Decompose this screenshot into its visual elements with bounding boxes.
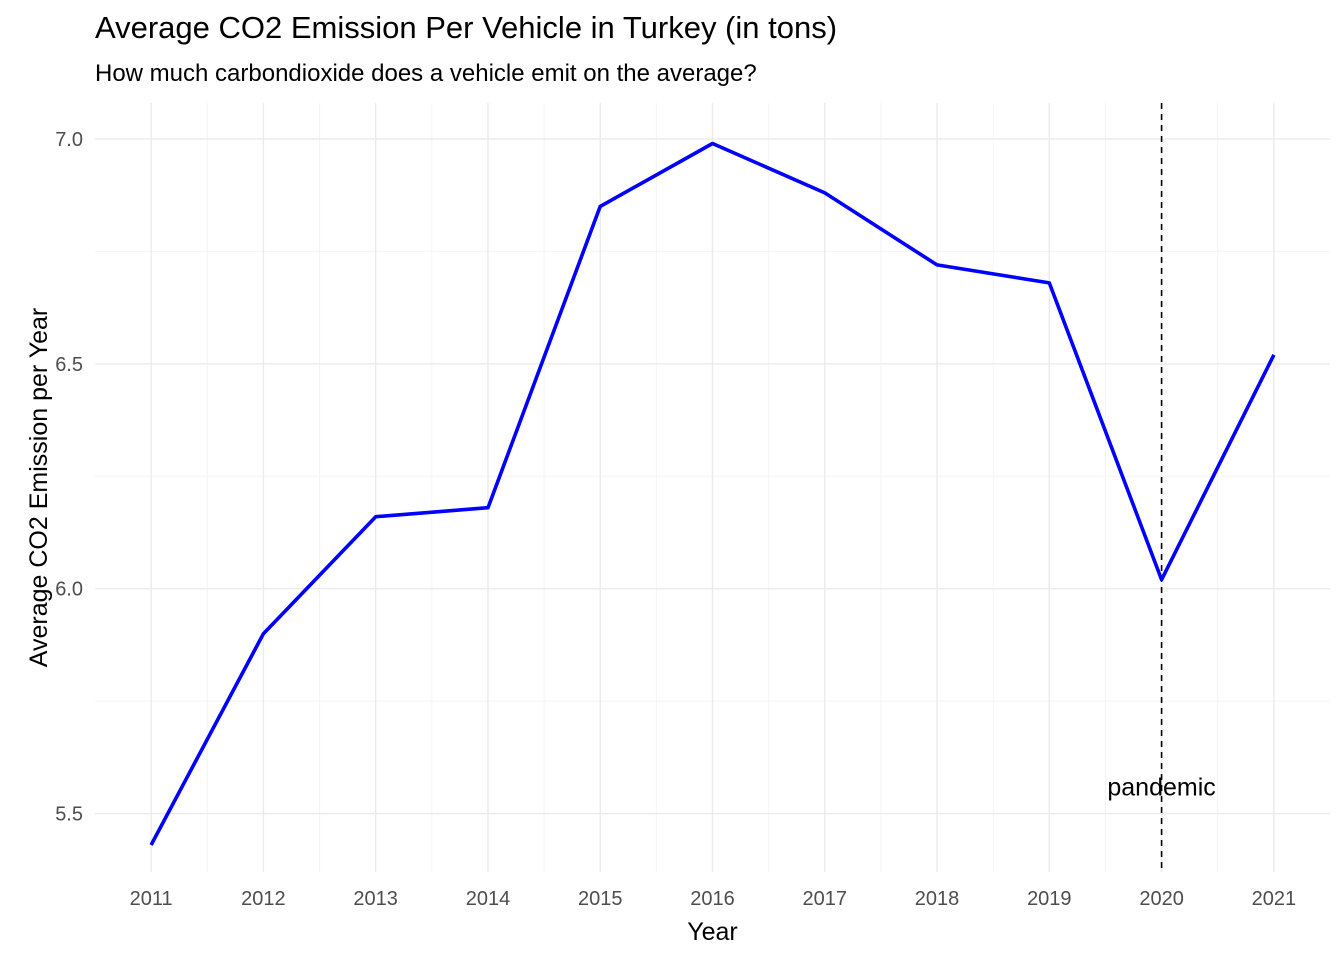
y-tick-label: 5.5 <box>55 804 83 826</box>
y-axis-title: Average CO2 Emission per Year <box>25 308 53 667</box>
chart-subtitle: How much carbondioxide does a vehicle em… <box>95 60 757 87</box>
x-tick-label: 2019 <box>1027 888 1072 910</box>
annotation-label: pandemic <box>1107 774 1215 802</box>
x-tick-label: 2018 <box>915 888 960 910</box>
chart-title: Average CO2 Emission Per Vehicle in Turk… <box>95 10 838 45</box>
x-tick-label: 2013 <box>353 888 398 910</box>
tick-labels: 2011 2012 2013 2014 2015 2016 2017 2018 2019 2020… <box>55 129 1296 910</box>
series-line <box>149 141 1276 846</box>
x-tick-label: 2015 <box>578 888 623 910</box>
grid-layer <box>95 103 1330 872</box>
y-tick-label: 6.5 <box>55 354 83 376</box>
x-tick-label: 2020 <box>1139 888 1184 910</box>
x-axis-title: Year <box>687 918 738 946</box>
x-tick-label: 2011 <box>130 888 173 910</box>
y-tick-label: 7.0 <box>55 129 83 151</box>
x-tick-label: 2017 <box>803 888 848 910</box>
x-tick-label: 2014 <box>466 888 511 910</box>
series-layer: pandemic <box>149 141 1276 846</box>
x-tick-label: 2016 <box>690 888 735 910</box>
x-tick-label: 2021 <box>1252 888 1297 910</box>
x-tick-label: 2012 <box>241 888 286 910</box>
y-tick-label: 6.0 <box>55 579 83 601</box>
